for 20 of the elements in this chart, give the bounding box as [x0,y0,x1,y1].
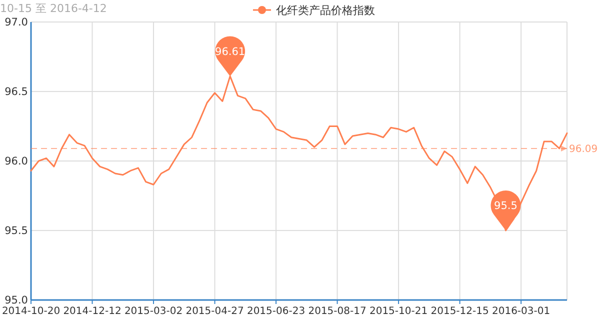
x-tick-label: 2015-04-27 [186,306,244,317]
x-tick-label: 2016-03-01 [492,306,550,317]
legend-label: 化纤类产品价格指数 [276,4,375,17]
line-series [30,75,568,232]
y-tick-label: 96.5 [4,86,28,98]
y-tick-label: 97.0 [4,16,28,29]
x-tick-label: 2015-06-23 [246,306,306,317]
y-tick-label: 95.5 [4,225,28,238]
annotation: 95.5 [494,200,518,212]
x-tick-label: 2014-10-20 [2,306,60,317]
x-tick-label: 2015-10-21 [369,306,428,317]
x-tick-label: 2015-08-17 [308,306,366,317]
y-tick-label: 95.0 [4,294,28,307]
ref-line-label: 96.09 [569,144,598,155]
x-tick-label: 2015-12-15 [430,306,489,317]
x-tick-label: 2015-03-02 [124,306,183,317]
annotation: 96.61 [215,46,246,58]
y-tick-label: 96.0 [4,156,28,168]
chart-subtitle: 10-15 至 2016-4-12 [0,2,107,15]
x-tick-label: 2014-12-12 [63,306,122,317]
